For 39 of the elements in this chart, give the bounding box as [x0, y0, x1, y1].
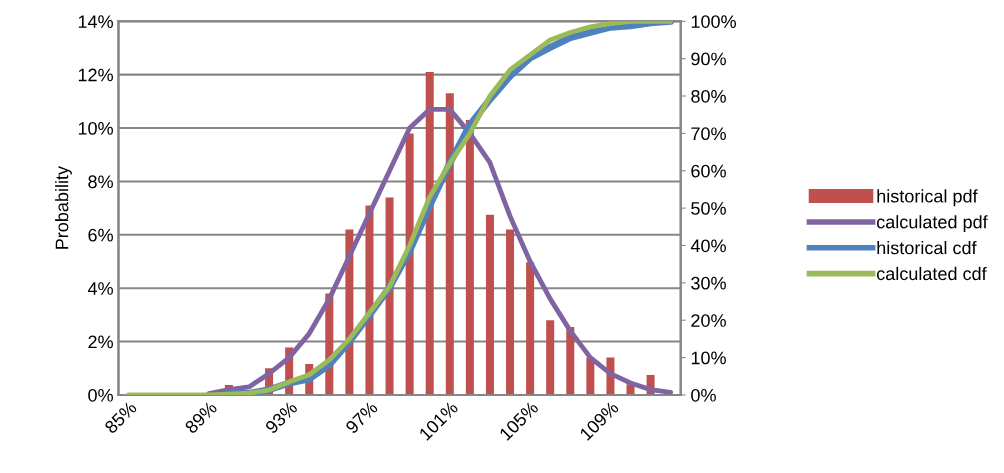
bar [465, 120, 474, 395]
y2-tick-label: 10% [691, 351, 726, 365]
legend-label: historical cdf [877, 241, 977, 255]
bar [385, 197, 394, 395]
bar [546, 320, 555, 395]
y2-tick-label: 100% [691, 15, 736, 29]
bar [506, 229, 515, 395]
legend-label: calculated pdf [876, 215, 988, 232]
y2-tick-label: 30% [691, 276, 726, 290]
y-tick-label: 4% [87, 282, 113, 295]
bar [586, 357, 595, 395]
y-tick-label: 0% [88, 388, 113, 402]
y-tick-label: 12% [78, 68, 113, 82]
x-tick-label: 93% [264, 400, 299, 435]
y2-tick-label: 90% [691, 52, 726, 66]
y2-tick-label: 60% [691, 164, 726, 178]
y2-tick-label: 20% [691, 314, 726, 327]
y-tick-label: 8% [88, 175, 113, 189]
x-tick-label: 89% [184, 400, 218, 435]
bar [526, 262, 535, 395]
bar [425, 72, 434, 395]
y2-tick-label: 70% [691, 127, 726, 141]
bar [485, 214, 494, 395]
bar [405, 133, 414, 395]
x-tick-label: 97% [344, 400, 379, 435]
legend-label: historical pdf [877, 189, 978, 207]
y2-tick-label: 80% [691, 89, 726, 103]
y2-tick-label: 50% [691, 202, 726, 215]
y-tick-label: 14% [78, 15, 113, 28]
y-axis-title: Probability [55, 166, 72, 249]
line-series [126, 21, 674, 395]
line-series [206, 106, 674, 395]
y-tick-label: 6% [88, 228, 113, 242]
legend-label: calculated cdf [876, 266, 987, 281]
y-tick-label: 2% [88, 335, 113, 349]
y-tick-label: 10% [78, 121, 113, 135]
bar [445, 93, 454, 395]
y2-tick-label: 0% [691, 388, 716, 402]
y2-tick-label: 40% [690, 239, 726, 253]
